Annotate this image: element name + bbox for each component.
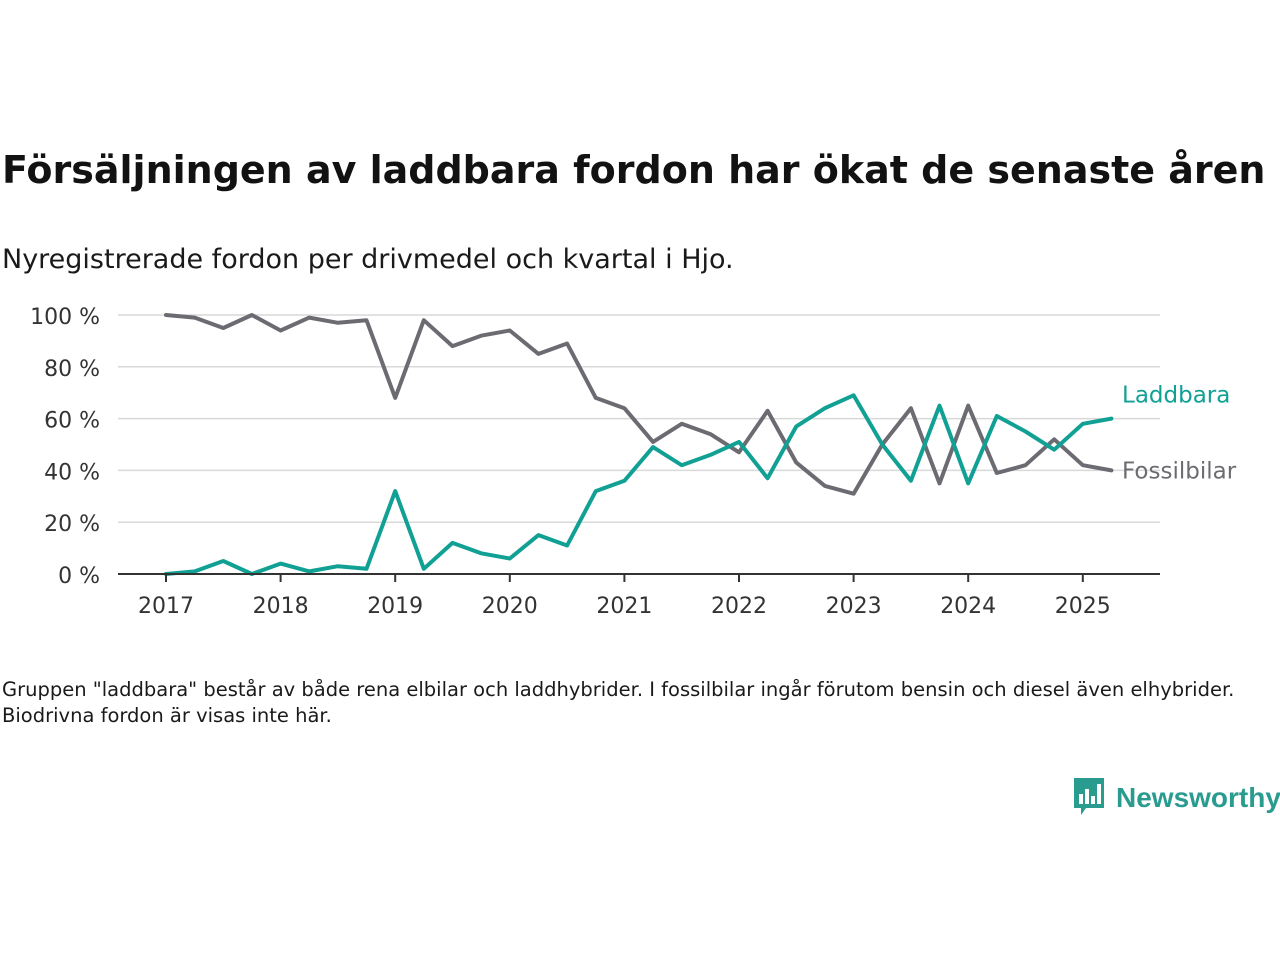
y-tick-label: 40 % [44,460,100,485]
newsworthy-brand[interactable]: Newsworthy [1072,776,1280,820]
line-chart: 0 % 20 % 40 % 60 % 80 % 100 % 2017 2018 2019 2020… [30,305,1237,619]
x-tick-label: 2017 [138,594,194,619]
y-tick-label: 20 % [44,512,100,537]
x-tick-label: 2023 [826,594,882,619]
newsworthy-logo-icon [1072,776,1106,820]
y-tick-label: 80 % [44,357,100,382]
footnote: Gruppen "laddbara" består av både rena e… [2,678,1235,727]
chart-subtitle: Nyregistrerade fordon per drivmedel och … [2,244,734,275]
x-tick-label: 2022 [711,594,767,619]
x-tick-label: 2021 [596,594,652,619]
chart-title: Försäljningen av laddbara fordon har öka… [2,148,1266,192]
series-label-fossilbilar: Fossilbilar [1122,458,1237,484]
brand-name: Newsworthy [1116,782,1280,813]
series-label-laddbara: Laddbara [1122,383,1230,409]
x-tick-label: 2018 [253,594,309,619]
x-tick-label: 2024 [940,594,996,619]
y-tick-label: 100 % [30,305,100,330]
y-tick-label: 60 % [44,409,100,434]
x-tick-label: 2025 [1055,594,1111,619]
x-tick-label: 2020 [482,594,538,619]
series-line-laddbara [164,393,1114,576]
y-tick-label: 0 % [58,564,100,589]
x-tick-label: 2019 [367,594,423,619]
